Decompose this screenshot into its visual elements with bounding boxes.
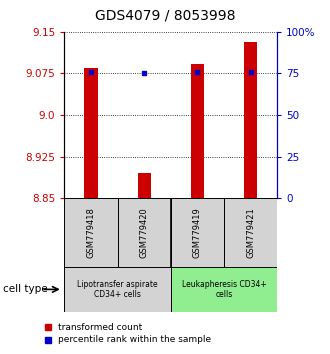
Text: transformed count: transformed count	[58, 323, 142, 332]
Text: Lipotransfer aspirate
CD34+ cells: Lipotransfer aspirate CD34+ cells	[77, 280, 158, 299]
Bar	[64, 267, 171, 312]
Bar	[117, 198, 171, 267]
Text: percentile rank within the sample: percentile rank within the sample	[58, 335, 211, 344]
Bar	[84, 68, 98, 198]
Bar	[64, 198, 117, 267]
Text: GSM779418: GSM779418	[86, 207, 95, 258]
Text: GDS4079 / 8053998: GDS4079 / 8053998	[95, 9, 235, 23]
Text: Leukapheresis CD34+
cells: Leukapheresis CD34+ cells	[182, 280, 266, 299]
Text: cell type: cell type	[3, 284, 48, 295]
Text: GSM779420: GSM779420	[140, 207, 149, 258]
Bar	[138, 173, 151, 198]
Text: GSM779421: GSM779421	[246, 207, 255, 258]
Bar	[171, 267, 277, 312]
Bar	[171, 198, 224, 267]
Text: GSM779419: GSM779419	[193, 207, 202, 258]
Bar	[191, 64, 204, 198]
Bar	[224, 198, 277, 267]
Bar	[244, 42, 257, 198]
